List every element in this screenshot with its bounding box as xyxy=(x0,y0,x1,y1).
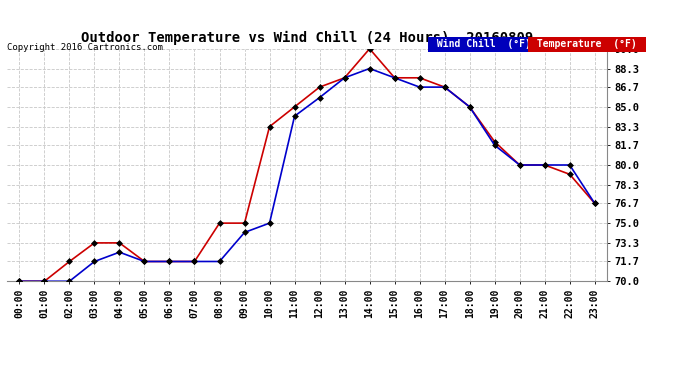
Text: Copyright 2016 Cartronics.com: Copyright 2016 Cartronics.com xyxy=(7,43,163,52)
Text: Temperature  (°F): Temperature (°F) xyxy=(531,39,643,50)
Text: Wind Chill  (°F): Wind Chill (°F) xyxy=(431,39,537,50)
Title: Outdoor Temperature vs Wind Chill (24 Hours)  20160809: Outdoor Temperature vs Wind Chill (24 Ho… xyxy=(81,31,533,45)
